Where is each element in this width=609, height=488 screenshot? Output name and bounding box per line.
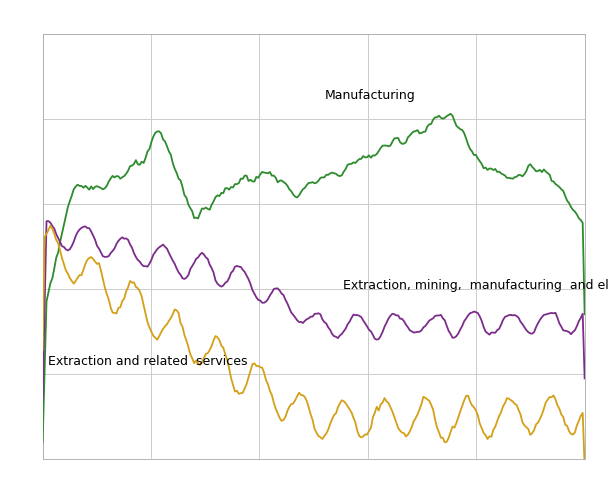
Text: Extraction, mining,  manufacturing  and elec.: Extraction, mining, manufacturing and el… [343, 279, 609, 292]
Text: Manufacturing: Manufacturing [325, 89, 415, 102]
Text: Extraction and related  services: Extraction and related services [48, 355, 247, 368]
